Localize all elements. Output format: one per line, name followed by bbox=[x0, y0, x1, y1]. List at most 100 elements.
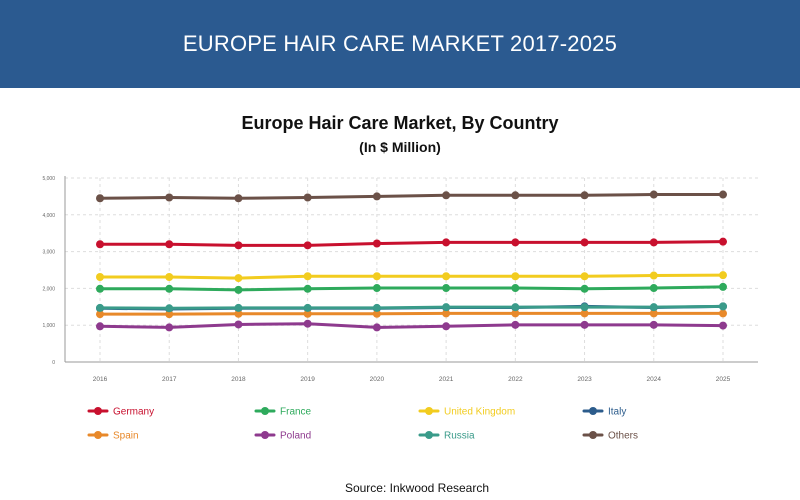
x-tick-label: 2018 bbox=[231, 376, 246, 383]
x-tick-label: 2019 bbox=[300, 376, 315, 383]
point-russia bbox=[511, 303, 520, 312]
chart-subtitle: (In $ Million) bbox=[359, 139, 441, 155]
point-spain bbox=[442, 309, 451, 318]
point-others bbox=[165, 193, 174, 202]
point-germany bbox=[649, 238, 658, 247]
legend-label-poland: Poland bbox=[280, 431, 311, 442]
point-france bbox=[719, 282, 727, 291]
legend-label-germany: Germany bbox=[113, 407, 154, 418]
point-spain bbox=[580, 309, 589, 318]
point-spain bbox=[96, 310, 104, 319]
legend-label-italy: Italy bbox=[608, 407, 626, 418]
point-others bbox=[649, 190, 658, 199]
x-tick-label: 2023 bbox=[577, 376, 592, 383]
point-france bbox=[234, 285, 243, 294]
point-others bbox=[719, 190, 727, 199]
chart-title: Europe Hair Care Market, By Country bbox=[241, 113, 559, 133]
y-tick-label: 1,000 bbox=[42, 323, 55, 329]
header-banner: EUROPE HAIR CARE MARKET 2017-2025 bbox=[0, 0, 800, 88]
point-russia bbox=[234, 303, 243, 312]
point-france bbox=[372, 284, 381, 293]
point-russia bbox=[649, 303, 658, 312]
x-tick-label: 2024 bbox=[647, 376, 662, 383]
point-united-kingdom bbox=[303, 272, 312, 281]
point-others bbox=[372, 192, 381, 201]
point-germany bbox=[234, 241, 243, 250]
legend-marker-italy bbox=[589, 407, 597, 415]
series-line-united-kingdom bbox=[98, 273, 725, 280]
point-france bbox=[96, 284, 104, 293]
point-germany bbox=[719, 237, 727, 246]
x-tick-label: 2025 bbox=[716, 376, 731, 383]
point-spain bbox=[303, 309, 312, 318]
point-germany bbox=[442, 238, 451, 247]
x-tick-label: 2016 bbox=[93, 376, 108, 383]
y-tick-label: 5,000 bbox=[42, 176, 55, 182]
y-tick-label: 4,000 bbox=[42, 213, 55, 219]
banner-title: EUROPE HAIR CARE MARKET 2017-2025 bbox=[182, 31, 618, 56]
point-france bbox=[511, 284, 520, 293]
point-germany bbox=[96, 240, 104, 249]
point-russia bbox=[442, 303, 451, 312]
legend-label-others: Others bbox=[608, 431, 638, 442]
point-others bbox=[442, 191, 451, 200]
x-tick-label: 2017 bbox=[162, 376, 177, 383]
point-russia bbox=[580, 303, 589, 312]
point-spain bbox=[719, 309, 727, 318]
point-united-kingdom bbox=[165, 272, 174, 281]
legend-label-france: France bbox=[280, 407, 312, 418]
point-united-kingdom bbox=[719, 271, 727, 280]
point-poland bbox=[234, 320, 243, 329]
point-poland bbox=[511, 320, 520, 329]
point-france bbox=[649, 284, 658, 293]
point-germany bbox=[372, 239, 381, 248]
point-france bbox=[165, 284, 174, 293]
source-note: Source: Inkwood Research bbox=[344, 481, 490, 495]
point-france bbox=[303, 284, 312, 293]
legend-label-russia: Russia bbox=[444, 431, 475, 442]
point-poland bbox=[649, 320, 658, 329]
point-poland bbox=[442, 322, 451, 331]
legend-marker-spain bbox=[94, 431, 102, 439]
point-united-kingdom bbox=[372, 272, 381, 281]
series-line-russia bbox=[98, 304, 725, 310]
series-line-others bbox=[98, 193, 725, 200]
point-poland bbox=[580, 320, 589, 329]
point-united-kingdom bbox=[649, 271, 658, 280]
legend-marker-poland bbox=[261, 431, 269, 439]
point-germany bbox=[580, 238, 589, 247]
legend-marker-others bbox=[589, 431, 597, 439]
point-spain bbox=[165, 310, 174, 319]
point-russia bbox=[96, 303, 104, 312]
point-france bbox=[580, 284, 589, 293]
legend-marker-france bbox=[261, 407, 269, 415]
point-united-kingdom bbox=[511, 272, 520, 281]
point-russia bbox=[303, 303, 312, 312]
point-france bbox=[442, 284, 451, 293]
point-united-kingdom bbox=[580, 272, 589, 281]
point-poland bbox=[372, 323, 381, 332]
y-tick-label: 0 bbox=[52, 360, 55, 366]
point-spain bbox=[234, 309, 243, 318]
point-germany bbox=[303, 241, 312, 250]
point-germany bbox=[511, 238, 520, 247]
y-tick-label: 2,000 bbox=[42, 286, 55, 292]
x-tick-label: 2020 bbox=[370, 376, 385, 383]
x-tick-label: 2022 bbox=[508, 376, 523, 383]
y-tick-label: 3,000 bbox=[42, 250, 55, 256]
point-poland bbox=[303, 319, 312, 328]
point-russia bbox=[372, 303, 381, 312]
point-united-kingdom bbox=[234, 274, 243, 283]
point-spain bbox=[372, 309, 381, 318]
point-others bbox=[96, 194, 104, 203]
point-poland bbox=[165, 323, 174, 332]
series-line-france bbox=[98, 285, 725, 292]
series-line-spain bbox=[98, 311, 725, 316]
point-russia bbox=[165, 304, 174, 313]
point-united-kingdom bbox=[442, 272, 451, 281]
line-chart: 0 1,000 2,000 3,000 4,000 5,000 2016 2017 2018 20… bbox=[42, 176, 758, 442]
series-line-poland bbox=[98, 322, 725, 329]
point-others bbox=[303, 193, 312, 202]
x-tick-label: 2021 bbox=[439, 376, 454, 383]
point-germany bbox=[165, 240, 174, 249]
